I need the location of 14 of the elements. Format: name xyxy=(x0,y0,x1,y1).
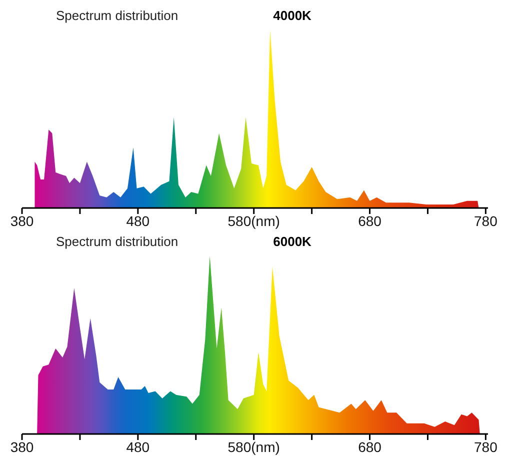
x-tick-label: 780 xyxy=(474,212,498,229)
x-tick-label: 380 xyxy=(10,438,34,455)
x-tick-label: 580(nm) xyxy=(228,212,280,229)
x-tick-label: 480 xyxy=(126,212,150,229)
x-tick-label: 480 xyxy=(126,438,150,455)
x-tick-label: 380 xyxy=(10,212,34,229)
x-tick-label: 680 xyxy=(358,212,382,229)
x-tick-label: 580(nm) xyxy=(228,438,280,455)
chart-title: Spectrum distribution xyxy=(56,234,178,251)
chart-subtitle: 4000K xyxy=(273,8,312,25)
x-tick-label: 780 xyxy=(474,438,498,455)
chart-title: Spectrum distribution xyxy=(56,8,178,25)
chart-subtitle: 6000K xyxy=(273,234,312,251)
x-tick-label: 680 xyxy=(358,438,382,455)
